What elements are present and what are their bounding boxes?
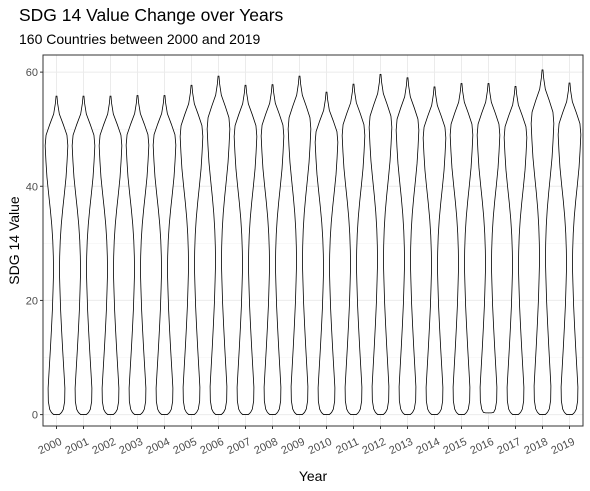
x-tick-label: 2015 [442, 436, 469, 457]
x-tick-label: 2008 [253, 436, 280, 457]
violin-2012 [368, 74, 393, 415]
violin-2006 [206, 75, 231, 415]
x-tick-label: 2000 [37, 436, 64, 457]
panel-border [42, 54, 584, 427]
y-axis: 0 20 40 60 [26, 67, 43, 422]
violin-2015 [449, 83, 474, 415]
x-tick-label: 2016 [469, 436, 496, 457]
violins [44, 69, 582, 415]
violin-2007 [233, 84, 258, 415]
x-tick-label: 2017 [496, 436, 523, 457]
x-tick-label: 2005 [172, 436, 199, 457]
violin-2008 [260, 84, 285, 415]
x-tick-label: 2003 [118, 436, 145, 457]
violin-2000 [44, 95, 69, 415]
violin-2005 [179, 84, 204, 415]
x-tick-label: 2007 [226, 436, 253, 457]
violin-2004 [152, 95, 177, 415]
violin-2016 [476, 83, 501, 414]
x-axis-label: Year [299, 468, 328, 484]
y-tick-label: 60 [26, 67, 38, 79]
x-tick-label: 2012 [361, 436, 388, 457]
x-tick-label: 2009 [280, 436, 307, 457]
x-axis: 2000 2001 2002 2003 2004 2005 2006 2007 2008 2009… [37, 426, 577, 457]
x-tick-label: 2011 [334, 436, 361, 457]
y-axis-label: SDG 14 Value [6, 196, 22, 285]
violin-2018 [530, 69, 555, 415]
violin-2003 [125, 95, 150, 415]
violin-2009 [287, 75, 312, 415]
y-tick-label: 0 [32, 410, 38, 422]
x-tick-label: 2004 [145, 436, 172, 457]
chart-subtitle: 160 Countries between 2000 and 2019 [19, 31, 261, 47]
y-tick-label: 40 [26, 181, 38, 193]
violin-2017 [503, 85, 528, 415]
violin-2011 [341, 83, 366, 415]
x-tick-label: 2010 [307, 436, 334, 457]
x-tick-label: 2014 [415, 436, 442, 457]
x-tick-label: 2018 [523, 436, 550, 457]
x-tick-label: 2019 [550, 436, 577, 457]
violin-2001 [71, 95, 96, 415]
x-tick-label: 2001 [64, 436, 91, 457]
violin-2010 [314, 91, 339, 415]
x-tick-label: 2002 [91, 436, 118, 457]
violin-2014 [422, 86, 447, 415]
chart-title: SDG 14 Value Change over Years [19, 5, 284, 25]
x-tick-label: 2006 [199, 436, 226, 457]
violin-2002 [98, 95, 123, 415]
x-tick-label: 2013 [388, 436, 415, 457]
y-tick-label: 20 [26, 295, 38, 307]
violin-2019 [557, 82, 582, 415]
violin-2013 [395, 77, 420, 415]
grid [43, 55, 583, 426]
